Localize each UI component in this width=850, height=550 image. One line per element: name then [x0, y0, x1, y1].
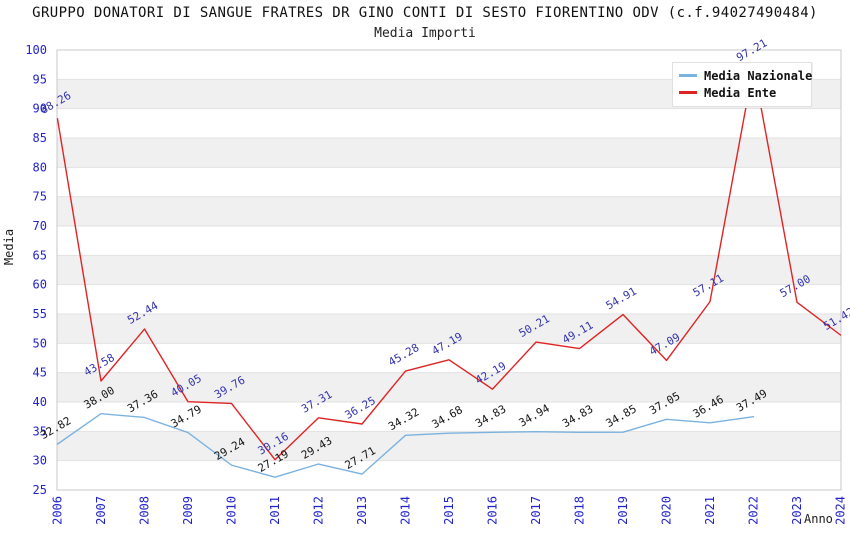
plot-stripe	[57, 314, 841, 344]
x-tick-label: 2012	[312, 496, 326, 525]
x-tick-label: 2010	[225, 496, 239, 525]
legend: Media Nazionale Media Ente	[672, 62, 812, 107]
x-tick-label: 2015	[442, 496, 456, 525]
legend-label: Media Nazionale	[704, 68, 813, 83]
x-tick-label: 2017	[529, 496, 543, 525]
plot-stripe	[57, 372, 841, 402]
y-tick-label: 55	[33, 307, 47, 321]
media-ente-line	[56, 65, 842, 461]
legend-swatch-media-nazionale-icon	[679, 74, 697, 77]
y-tick-label: 40	[33, 395, 47, 409]
plot-stripe	[57, 196, 841, 226]
x-tick-label: 2007	[94, 496, 108, 525]
plot-border	[56, 49, 842, 491]
x-tick-label: 2013	[355, 496, 369, 525]
x-axis-title: Anno	[804, 512, 833, 526]
plot-stripe	[57, 343, 841, 373]
x-tick-label: 2011	[268, 496, 282, 525]
plot-stripe	[57, 108, 841, 138]
chart-subtitle: Media Importi	[374, 26, 476, 41]
y-tick-label: 30	[33, 454, 47, 468]
plot-stripe	[57, 402, 841, 432]
x-tick-label: 2006	[51, 496, 65, 525]
x-tick-label: 2009	[181, 496, 195, 525]
chart-title: GRUPPO DONATORI DI SANGUE FRATRES DR GIN…	[32, 5, 818, 21]
x-tick-label: 2014	[399, 496, 413, 525]
x-tick-label: 2023	[790, 496, 804, 525]
plot-stripe	[57, 167, 841, 197]
y-tick-label: 35	[33, 424, 47, 438]
x-tick-label: 2018	[573, 496, 587, 525]
x-tick-label: 2019	[616, 496, 630, 525]
plot-stripe	[57, 255, 841, 285]
y-tick-label: 70	[33, 219, 47, 233]
y-tick-label: 60	[33, 278, 47, 292]
x-tick-label: 2021	[703, 496, 717, 525]
y-tick-label: 45	[33, 366, 47, 380]
x-tick-label: 2008	[138, 496, 152, 525]
y-tick-label: 50	[33, 336, 47, 350]
legend-item-media-ente: Media Ente	[679, 84, 805, 101]
plot-stripe	[57, 138, 841, 168]
y-tick-label: 80	[33, 160, 47, 174]
y-tick-label: 95	[33, 72, 47, 86]
y-axis-title: Media	[2, 228, 16, 266]
x-tick-label: 2016	[486, 496, 500, 525]
x-tick-label: 2020	[660, 496, 674, 525]
y-tick-label: 25	[33, 483, 47, 497]
plot-stripe	[57, 460, 841, 490]
x-tick-label: 2024	[834, 496, 848, 525]
legend-item-media-nazionale: Media Nazionale	[679, 67, 812, 84]
y-tick-label: 75	[33, 190, 47, 204]
x-tick-label: 2022	[747, 496, 761, 525]
media-nazionale-line	[56, 413, 755, 478]
legend-swatch-media-ente-icon	[679, 91, 697, 94]
plot-stripe	[57, 431, 841, 461]
legend-label: Media Ente	[704, 85, 777, 100]
y-tick-label: 85	[33, 131, 47, 145]
plot-stripe	[57, 226, 841, 256]
y-tick-label: 65	[33, 248, 47, 262]
plot-stripe	[57, 284, 841, 314]
y-tick-label: 100	[25, 43, 47, 57]
y-tick-label: 90	[33, 102, 47, 116]
